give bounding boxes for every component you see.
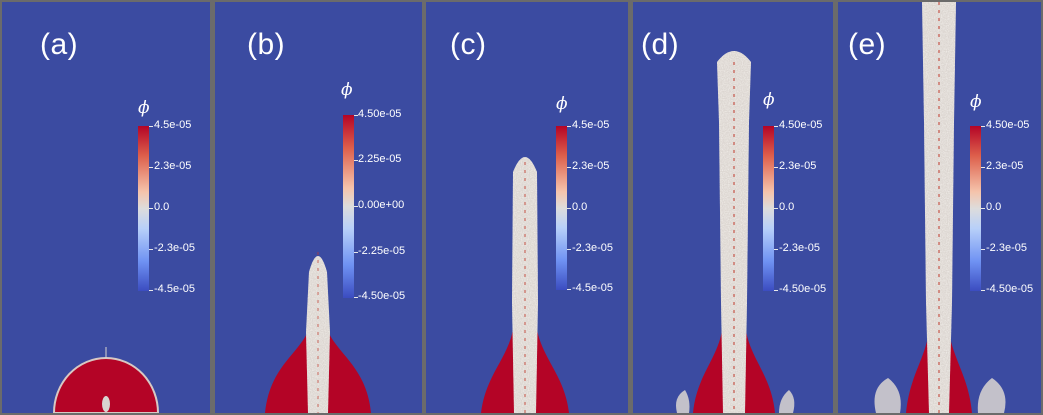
simulation-field-e — [874, 2, 1006, 413]
panel-e: (e) ϕ 4.50e-05 2.3e-05 0.0 -2.3e-05 -4.5… — [838, 2, 1041, 413]
panel-label: (c) — [450, 28, 487, 61]
colorbar-tick-label: 4.5e-05 — [154, 119, 192, 131]
simulation-field-a — [52, 347, 160, 413]
colorbar-tick-label: -4.5e-05 — [572, 282, 613, 294]
panel-label: (b) — [247, 28, 286, 61]
colorbar — [343, 115, 354, 298]
colorbar-title: ϕ — [763, 90, 775, 110]
colorbar-tick-label: 0.0 — [986, 201, 1002, 213]
simulation-field-b — [265, 252, 371, 413]
colorbar-tick-label: 4.50e-05 — [986, 119, 1030, 131]
colorbar-tick-label: 2.3e-05 — [779, 160, 817, 172]
mixing-core-a — [102, 396, 110, 412]
colorbar — [138, 126, 149, 291]
colorbar-title: ϕ — [556, 94, 568, 114]
colorbar — [556, 126, 567, 290]
splash-left — [676, 390, 690, 413]
colorbar-tick-label: 0.0 — [154, 201, 170, 213]
colorbar-tick-label: 4.50e-05 — [358, 108, 402, 120]
colorbar-tick-label: -2.25e-05 — [358, 245, 406, 257]
colorbar-tick-label: 0.0 — [572, 201, 588, 213]
colorbar-tick-label: -4.50e-05 — [358, 290, 406, 302]
colorbar — [763, 126, 774, 291]
colorbar-tick-label: -2.3e-05 — [154, 242, 195, 254]
droplet-dome — [52, 357, 160, 413]
panel-a: (a) ϕ 4.5e-05 2.3e-05 0.0 -2.3e-05 -4.5e… — [2, 2, 210, 413]
colorbar-tick-label: -4.50e-05 — [779, 283, 827, 295]
colorbar-title: ϕ — [341, 80, 353, 100]
colorbar-tick-label: 0.00e+00 — [358, 199, 405, 211]
colorbar-tick-label: -2.3e-05 — [572, 242, 613, 254]
colorbar-tick-label: 2.3e-05 — [154, 160, 192, 172]
splash-right — [779, 390, 795, 413]
splash-left — [874, 378, 901, 413]
colorbar-tick-label: 4.5e-05 — [572, 119, 610, 131]
panel-b: (b) ϕ 4.50e-05 2.25e-05 0.00e+00 -2.25e-… — [215, 2, 422, 413]
colorbar-tick-label: -4.5e-05 — [154, 283, 195, 295]
panel-label: (a) — [40, 28, 79, 61]
colorbar-tick-label: 2.3e-05 — [572, 160, 610, 172]
colorbar-tick-label: 0.0 — [779, 201, 795, 213]
panel-c: (c) ϕ 4.5e-05 2.3e-05 0.0 -2.3e-05 -4.5e… — [426, 2, 628, 413]
splash-right — [977, 378, 1006, 413]
panel-label: (e) — [848, 28, 887, 61]
colorbar-tick-label: -2.3e-05 — [779, 242, 820, 254]
colorbar-title: ϕ — [138, 98, 150, 118]
panel-d: (d) ϕ 4.50e-05 2.3e-05 0.0 -2.3e-05 -4.5… — [633, 2, 833, 413]
panel-label: (d) — [641, 28, 680, 61]
colorbar-tick-label: 2.25e-05 — [358, 153, 402, 165]
simulation-field-d — [676, 51, 795, 413]
colorbar-tick-label: 2.3e-05 — [986, 160, 1024, 172]
simulation-field-c — [481, 157, 569, 413]
colorbar-tick-label: -2.3e-05 — [986, 242, 1027, 254]
colorbar — [970, 126, 981, 291]
colorbar-tick-label: -4.50e-05 — [986, 283, 1034, 295]
colorbar-title: ϕ — [970, 92, 982, 112]
colorbar-tick-label: 4.50e-05 — [779, 119, 823, 131]
